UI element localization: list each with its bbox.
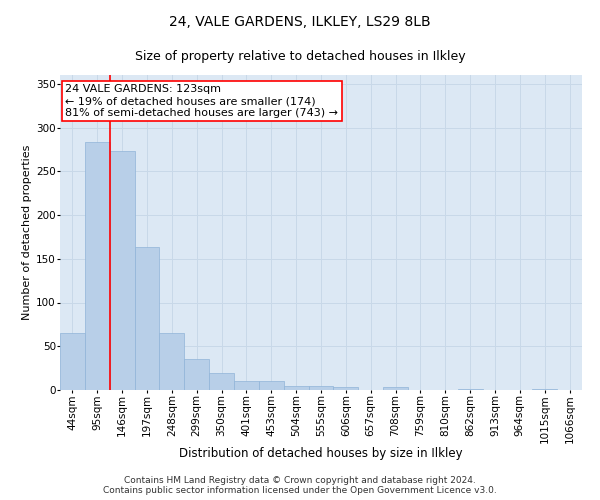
Bar	[383, 388, 408, 390]
Bar	[160, 333, 184, 390]
Bar	[259, 381, 284, 390]
Bar	[85, 142, 110, 390]
Bar	[532, 389, 557, 390]
Bar	[134, 248, 160, 390]
Text: Contains HM Land Registry data © Crown copyright and database right 2024.
Contai: Contains HM Land Registry data © Crown c…	[103, 476, 497, 495]
Bar	[234, 381, 259, 390]
Y-axis label: Number of detached properties: Number of detached properties	[22, 145, 32, 320]
Text: 24 VALE GARDENS: 123sqm
← 19% of detached houses are smaller (174)
81% of semi-d: 24 VALE GARDENS: 123sqm ← 19% of detache…	[65, 84, 338, 117]
Bar	[308, 386, 334, 390]
Bar	[458, 389, 482, 390]
Bar	[209, 372, 234, 390]
Bar	[334, 388, 358, 390]
Text: 24, VALE GARDENS, ILKLEY, LS29 8LB: 24, VALE GARDENS, ILKLEY, LS29 8LB	[169, 15, 431, 29]
Bar	[60, 333, 85, 390]
Bar	[110, 151, 134, 390]
Bar	[184, 360, 209, 390]
X-axis label: Distribution of detached houses by size in Ilkley: Distribution of detached houses by size …	[179, 447, 463, 460]
Bar	[284, 386, 308, 390]
Text: Size of property relative to detached houses in Ilkley: Size of property relative to detached ho…	[134, 50, 466, 63]
